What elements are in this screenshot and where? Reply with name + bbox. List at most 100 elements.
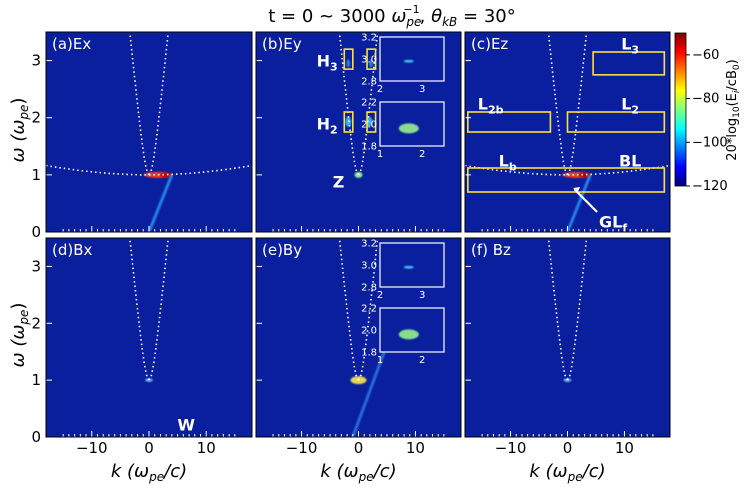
h2-spot-left (345, 116, 352, 127)
panel-label: (b)Ey (262, 35, 302, 53)
inset-ytick: 2.0 (361, 120, 377, 131)
svg-text:ω (ωpe): ω (ωpe) (8, 98, 31, 163)
y-tick-label: 1 (31, 371, 41, 389)
inset-ytick: 1.8 (361, 142, 377, 153)
annotation-2: Z (333, 173, 345, 192)
inset-ytick: 2.2 (361, 98, 377, 109)
panel-label: (d)Bx (52, 241, 93, 259)
panel-1: 2.8 3.0 3.2 2 3 1.8 2.0 2.2 1 2 H3 H2 Z (b)Ey (255, 31, 462, 233)
gl-streak (566, 174, 592, 232)
svg-text:ω (ωpe): ω (ωpe) (8, 303, 31, 368)
colorbar-tick-label: −80 (692, 92, 719, 107)
x-tick-label: 10 (197, 439, 216, 457)
langmuir-curve (465, 164, 670, 176)
colorbar-tick-label: −100 (692, 135, 728, 150)
annotation-2: L2 (621, 94, 639, 116)
annotation-3: Lb (499, 152, 517, 174)
gl-streak (147, 174, 174, 232)
panel-label: (c)Ez (471, 35, 508, 53)
panel-0: (a)Ex 0 1 2 3 (31, 31, 253, 241)
x-tick-label: 10 (406, 439, 425, 457)
panel-2: L3L2bL2LbBLGLf(c)Ez (464, 31, 671, 235)
panel-background (46, 238, 252, 437)
highlight-box-2 (566, 111, 666, 133)
colorbar-label: 20*log10(Ei/cB0) (725, 59, 742, 160)
x-tick-label: 0 (144, 439, 154, 457)
y-tick-label: 3 (31, 52, 41, 70)
inset-1: 1.8 2.0 2.2 1 2 (361, 98, 445, 160)
highlight-box-3 (467, 167, 666, 193)
highlight-box-3 (366, 111, 377, 133)
inset-spot (403, 265, 414, 269)
panel-label: (a)Ex (52, 35, 91, 53)
y-tick-label: 2 (31, 314, 41, 332)
inset-xtick: 2 (377, 84, 383, 95)
inset-ytick: 3.2 (361, 33, 377, 44)
colorbar-tick-label: −60 (692, 48, 719, 63)
x-axis-label: k (ωpe/c) (529, 461, 605, 484)
inset-ytick: 2.0 (361, 326, 377, 337)
y-tick-label: 0 (31, 428, 41, 446)
panel-4: 2.8 3.0 3.2 2 3 1.8 2.0 2.2 1 2 (e)By −10 0 10 (255, 237, 462, 457)
gl-arrowhead (573, 187, 581, 193)
annotation-4: BL (619, 152, 641, 171)
langmuir-curve (46, 164, 252, 176)
h3-spot-left (346, 59, 351, 68)
panel-background (465, 238, 670, 437)
panel-5: (f) Bz −10 0 10 (464, 237, 671, 457)
panel-frame (464, 31, 671, 233)
peak-core (578, 172, 591, 178)
gl-arrow (573, 188, 598, 213)
inset-spot (398, 123, 419, 134)
highlight-box-1 (366, 48, 377, 70)
panel-frame (45, 31, 253, 233)
panel-background (46, 32, 252, 232)
center-spot (563, 378, 572, 383)
inset-ytick: 1.8 (361, 348, 377, 359)
annotation-0: H3 (317, 52, 338, 74)
highlight-box-2 (343, 111, 354, 133)
inset-ytick: 3.0 (361, 55, 377, 66)
inset-ytick: 2.8 (361, 77, 377, 88)
panel-frame (255, 31, 462, 233)
inset-xtick: 2 (377, 290, 383, 301)
inset-xtick: 3 (419, 84, 425, 95)
inset-ytick: 2.2 (361, 304, 377, 315)
annotation-1: L2b (478, 94, 504, 116)
highlight-box-0 (343, 48, 354, 70)
x-axis-label: k (ωpe/c) (111, 461, 187, 484)
panel-3: W (d)Bx 0 1 2 3 −10 0 10 (31, 237, 253, 457)
inset-frame (379, 36, 445, 82)
inset-xtick: 1 (377, 149, 383, 160)
inset-1: 1.8 2.0 2.2 1 2 (361, 304, 445, 366)
x-tick-label: −10 (286, 439, 318, 457)
annotation-0: W (177, 415, 195, 434)
inset-ytick: 3.0 (361, 261, 377, 272)
panel-frame (464, 237, 671, 438)
x-tick-label: −10 (495, 439, 527, 457)
panel-label: (e)By (262, 241, 302, 259)
center-spot (145, 378, 153, 383)
inset-0: 2.8 3.0 3.2 2 3 (361, 239, 445, 301)
ticks (46, 60, 236, 233)
highlight-box-0 (592, 51, 666, 76)
inset-xtick: 1 (377, 355, 383, 366)
y-tick-label: 1 (31, 166, 41, 184)
inset-0: 2.8 3.0 3.2 2 3 (361, 33, 445, 95)
x-tick-label: −10 (76, 439, 108, 457)
panel-frame (255, 237, 462, 438)
inset-ytick: 2.8 (361, 283, 377, 294)
colorbar: −60 −80 −100 −120 20*log10(Ei/cB0) (674, 32, 742, 194)
y-tick-label: 2 (31, 109, 41, 127)
x-tick-label: 0 (563, 439, 573, 457)
annotation-0: L3 (621, 34, 639, 56)
y-tick-label: 0 (31, 223, 41, 241)
inset-xtick: 2 (419, 355, 425, 366)
x-tick-label: 10 (615, 439, 634, 457)
x-axis-label: k (ωpe/c) (320, 461, 396, 484)
inset-ytick: 3.2 (361, 239, 377, 250)
panel-label: (f) Bz (471, 241, 511, 259)
inset-xtick: 3 (419, 290, 425, 301)
y-axis-label-top: ω (ωpe) (8, 98, 31, 163)
